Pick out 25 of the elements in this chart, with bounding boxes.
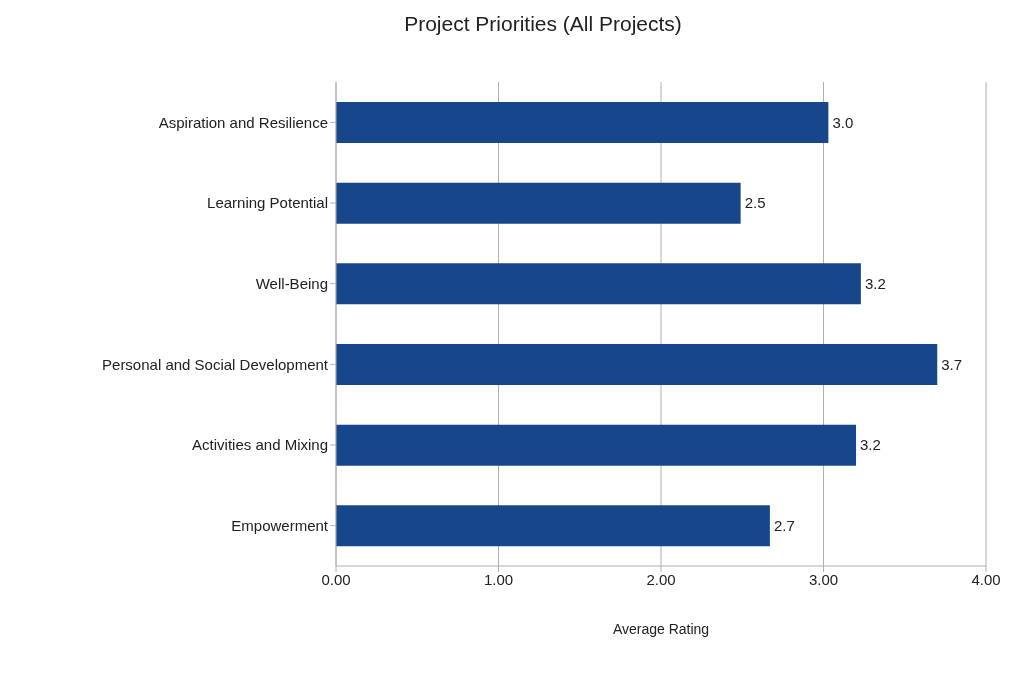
bar <box>336 424 856 466</box>
y-tick-label: Empowerment <box>231 516 329 534</box>
x-tick-label: 4.00 <box>971 570 1001 588</box>
bar <box>336 182 741 224</box>
y-tick-label: Activities and Mixing <box>192 436 328 454</box>
data-label: 3.2 <box>864 275 886 293</box>
y-tick-label: Aspiration and Resilience <box>158 113 328 131</box>
bar <box>336 505 770 547</box>
x-tick-label: 1.00 <box>483 570 514 588</box>
y-tick-label: Personal and Social Development <box>102 355 329 373</box>
x-tick-label: 2.00 <box>646 570 676 588</box>
x-tick-label: 0.00 <box>321 570 351 588</box>
data-label: 2.5 <box>744 194 766 212</box>
bar <box>336 102 829 143</box>
data-label: 3.2 <box>860 436 881 454</box>
data-label: 3.7 <box>941 355 963 373</box>
data-label: 2.7 <box>773 517 795 535</box>
bar <box>336 344 938 385</box>
data-label: 3.0 <box>832 113 854 131</box>
y-tick-label: Learning Potential <box>207 194 328 212</box>
chart-title: Project Priorities (All Projects) <box>403 12 683 36</box>
x-tick-label: 3.00 <box>808 570 839 588</box>
bar <box>336 263 861 305</box>
x-axis-title: Average Rating <box>612 621 710 637</box>
y-tick-label: Well-Being <box>255 274 328 292</box>
